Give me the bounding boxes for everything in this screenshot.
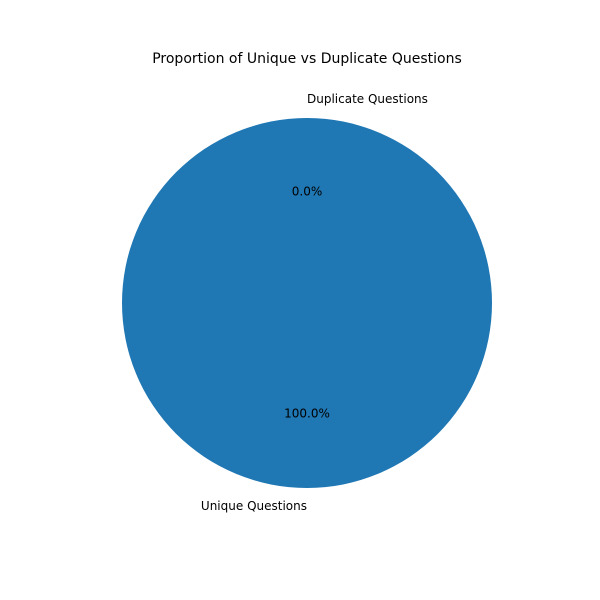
pie-slice-unique-questions <box>122 118 492 488</box>
pie-pct-unique-questions: 100.0% <box>284 407 330 421</box>
pie-labels: Unique Questions 100.0% Duplicate Question… <box>201 92 428 513</box>
pie-label-duplicate-questions: Duplicate Questions <box>307 92 428 106</box>
chart-title: Proportion of Unique vs Duplicate Questi… <box>152 51 462 67</box>
pie-label-unique-questions: Unique Questions <box>201 499 307 513</box>
pie-slices <box>122 118 492 488</box>
pie-pct-duplicate-questions: 0.0% <box>292 185 323 199</box>
